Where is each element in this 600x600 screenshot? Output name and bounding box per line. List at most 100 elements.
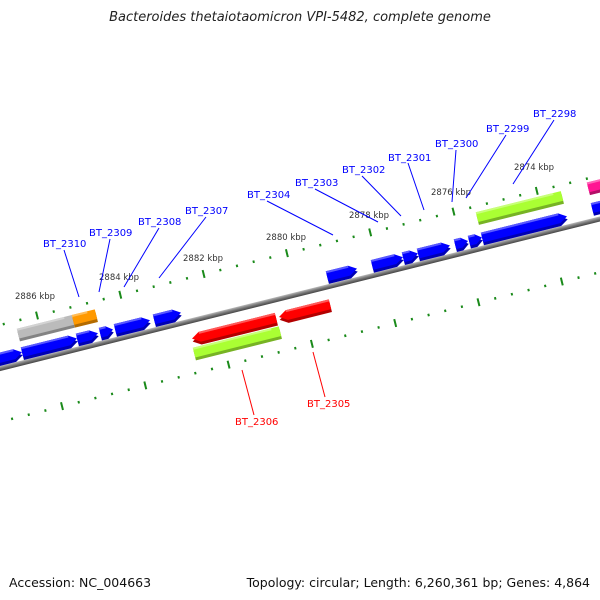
- lower-scale-minor-tick: [77, 400, 80, 404]
- reverse-gene-arrow[interactable]: [191, 312, 278, 347]
- upper-scale-minor-tick: [418, 218, 422, 222]
- orange-feature-block[interactable]: [71, 309, 98, 328]
- gene-body: [71, 309, 98, 325]
- upper-scale-minor-tick: [269, 256, 272, 260]
- lower-scale-minor-tick: [577, 276, 580, 280]
- gene-label[interactable]: BT_2303: [295, 178, 338, 189]
- gene-body: [113, 317, 151, 334]
- forward-gene-arrow[interactable]: [480, 211, 569, 246]
- lower-scale-minor-tick: [210, 367, 214, 371]
- gene-body: [0, 349, 23, 366]
- gene-highlight: [75, 330, 90, 336]
- upper-scale-minor-tick: [169, 281, 172, 284]
- lower-scale-minor-tick: [493, 296, 497, 300]
- forward-gene-arrow[interactable]: [152, 308, 183, 328]
- gene-label[interactable]: BT_2309: [89, 228, 132, 239]
- gene-label[interactable]: BT_2301: [388, 153, 431, 164]
- forward-gene-arrow[interactable]: [590, 191, 600, 216]
- gene-label[interactable]: BT_2308: [138, 217, 181, 228]
- upper-scale-minor-tick: [185, 276, 189, 280]
- rna-block[interactable]: [192, 326, 282, 361]
- lower-scale-major-tick: [559, 277, 564, 286]
- gene-leader-line: [361, 175, 402, 217]
- gene-label[interactable]: BT_2304: [247, 190, 290, 201]
- gene-highlight: [20, 335, 69, 350]
- forward-gene-arrow[interactable]: [98, 325, 115, 341]
- pink-feature-block[interactable]: [586, 169, 600, 196]
- gene-body: [16, 315, 75, 339]
- gene-label[interactable]: BT_2299: [486, 124, 529, 135]
- upper-scale-minor-tick: [85, 301, 89, 305]
- gene-body: [278, 299, 332, 320]
- forward-gene-arrow[interactable]: [75, 328, 100, 347]
- forward-gene-arrow[interactable]: [370, 252, 405, 273]
- lower-scale-major-tick: [60, 402, 64, 411]
- lower-scale-major-tick: [393, 318, 398, 328]
- lower-scale-minor-tick: [460, 305, 464, 309]
- forward-gene-arrow[interactable]: [401, 249, 420, 265]
- forward-gene-arrow[interactable]: [416, 241, 452, 262]
- forward-gene-arrow[interactable]: [0, 347, 24, 368]
- lower-scale-minor-tick: [27, 413, 31, 417]
- upper-scale-minor-tick: [502, 197, 505, 201]
- gene-leader-line: [98, 238, 111, 293]
- gene-label[interactable]: BT_2302: [342, 165, 385, 176]
- gene-label[interactable]: BT_2300: [435, 139, 478, 150]
- upper-scale-minor-tick: [252, 260, 255, 264]
- gene-body: [20, 335, 78, 358]
- upper-scale-minor-tick: [402, 222, 405, 226]
- gene-highlight: [192, 328, 272, 350]
- upper-scale-minor-tick: [52, 310, 55, 314]
- rna-block[interactable]: [475, 191, 564, 225]
- upper-scale-major-tick: [35, 311, 39, 320]
- lower-scale-minor-tick: [127, 388, 130, 392]
- gene-body: [401, 250, 418, 263]
- gene-label[interactable]: BT_2305: [307, 399, 350, 410]
- gene-highlight: [198, 312, 276, 334]
- gene-label[interactable]: BT_2307: [185, 206, 228, 217]
- lower-scale-major-tick: [476, 298, 481, 307]
- gene-leader-line: [314, 188, 379, 223]
- gene-leader-line: [451, 149, 457, 203]
- gene-highlight: [325, 265, 349, 274]
- gene-label[interactable]: BT_2298: [533, 109, 576, 120]
- gene-highlight: [152, 309, 173, 317]
- lower-scale-minor-tick: [10, 417, 14, 421]
- upper-scale-minor-tick: [585, 177, 589, 181]
- upper-scale-minor-tick: [468, 206, 472, 210]
- gene-highlight: [475, 193, 554, 215]
- upper-scale-minor-tick: [135, 289, 139, 293]
- upper-scale-minor-tick: [518, 193, 522, 197]
- grey-feature-block[interactable]: [16, 315, 75, 342]
- gene-leader-line: [312, 351, 326, 398]
- lower-scale-minor-tick: [410, 317, 414, 321]
- gene-leader-line: [266, 200, 334, 236]
- gene-body: [191, 312, 278, 342]
- forward-gene-arrow[interactable]: [453, 236, 470, 253]
- upper-scale-major-tick: [368, 228, 373, 237]
- gene-leader-line: [407, 162, 425, 211]
- gene-body: [98, 326, 114, 338]
- forward-gene-arrow[interactable]: [20, 334, 79, 360]
- lower-scale-minor-tick: [160, 379, 164, 383]
- forward-gene-arrow[interactable]: [113, 315, 152, 337]
- lower-scale-minor-tick: [543, 284, 547, 288]
- upper-scale-minor-tick: [302, 247, 305, 251]
- lower-scale-minor-tick: [244, 359, 247, 363]
- map-title: Bacteroides thetaiotaomicron VPI-5482, c…: [109, 10, 491, 25]
- gene-label[interactable]: BT_2306: [235, 417, 278, 428]
- gene-leader-line: [123, 227, 160, 288]
- reverse-gene-arrow[interactable]: [278, 299, 332, 324]
- upper-scale-minor-tick: [485, 202, 489, 206]
- upper-scale-minor-tick: [152, 285, 155, 289]
- lower-scale-minor-tick: [427, 313, 430, 317]
- forward-gene-arrow[interactable]: [325, 264, 359, 284]
- kbp-scale-label: 2878 kbp: [349, 211, 389, 221]
- gene-body: [475, 191, 564, 222]
- gene-label[interactable]: BT_2310: [43, 239, 86, 250]
- upper-scale-minor-tick: [552, 185, 555, 189]
- forward-gene-arrow[interactable]: [467, 233, 484, 249]
- upper-scale-minor-tick: [102, 297, 105, 301]
- kbp-scale-label: 2886 kbp: [15, 292, 55, 302]
